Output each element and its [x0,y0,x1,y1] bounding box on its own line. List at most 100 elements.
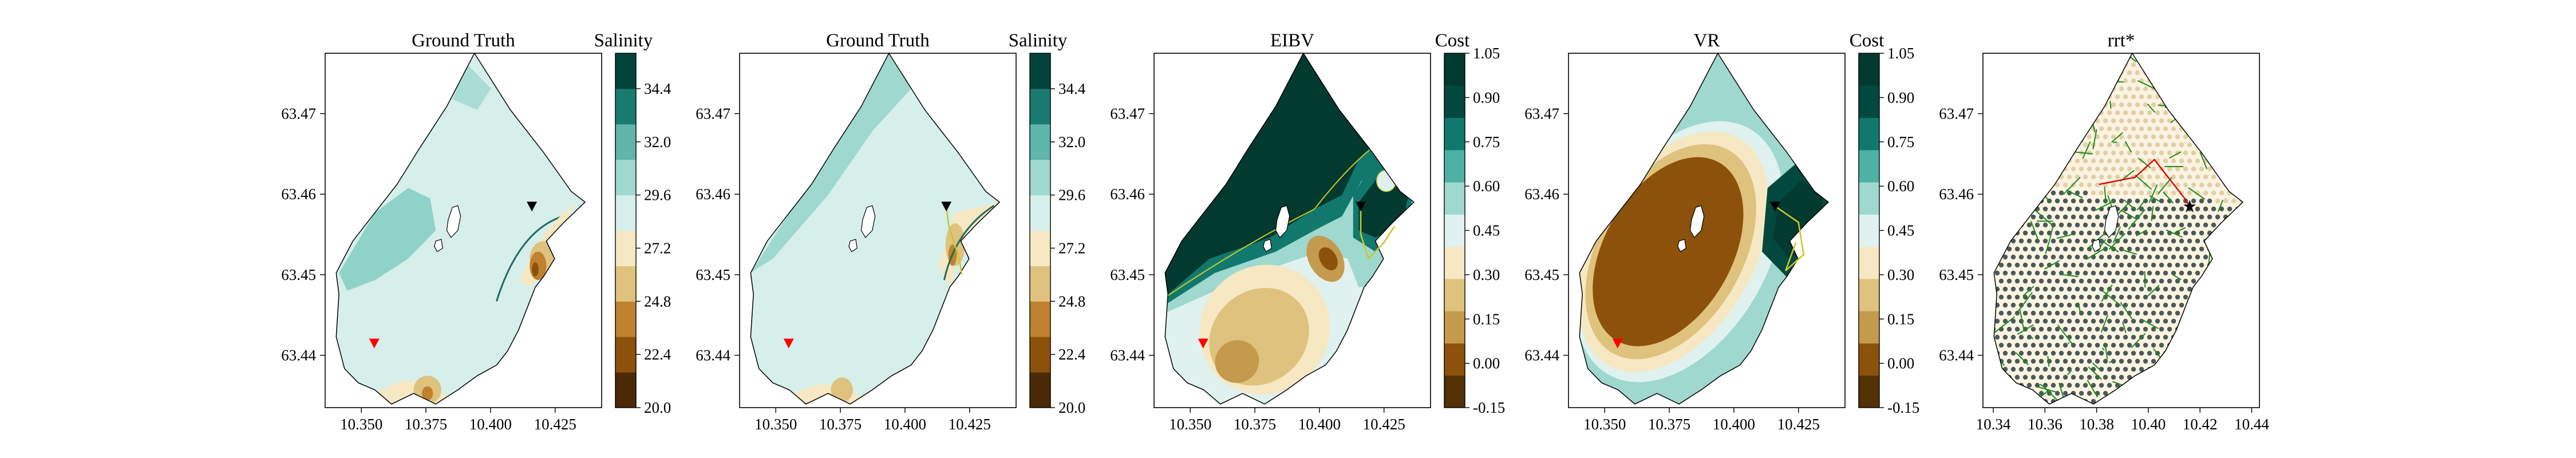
grid-node [2203,286,2208,292]
grid-node [2059,158,2064,164]
colorbar-band [1444,246,1465,279]
grid-node [2079,166,2084,172]
colorbar-label: Cost [1850,30,1884,51]
grid-node [2067,398,2072,404]
grid-node [2119,278,2124,284]
grid-node [2115,286,2120,292]
grid-node [2239,166,2243,172]
grid-node [1983,247,1988,251]
grid-node [2179,142,2184,148]
tree-edge [2223,291,2230,302]
grid-node [2211,62,2217,68]
grid-node [2139,190,2144,196]
grid-node [2199,214,2204,220]
grid-node [2050,382,2056,388]
colorbar-tick-label: 24.8 [1058,293,1085,310]
y-tick-label: 63.46 [1524,185,1559,203]
grid-node [2034,158,2040,164]
grid-node [2103,374,2108,380]
tree-edge [2157,382,2171,393]
grid-node [2151,310,2156,316]
grid-node [2243,223,2248,227]
grid-node [2243,191,2248,195]
grid-node [2247,215,2252,219]
tree-edge [2187,81,2202,102]
grid-node [2247,135,2252,139]
grid-node [2219,158,2225,164]
grid-node [2219,254,2225,260]
grid-node [2099,78,2104,84]
x-tick-label: 10.36 [2028,416,2063,433]
grid-node [2239,134,2243,140]
grid-node [2042,350,2048,356]
grid-node [2059,78,2064,84]
grid-node [2151,150,2156,156]
grid-node [2107,382,2112,388]
grid-node [2159,310,2164,316]
grid-node [2235,254,2241,260]
grid-node [2107,110,2112,116]
grid-node [2163,62,2168,68]
grid-node [2123,126,2128,132]
colorbar-frame [1029,53,1051,408]
grid-node [2079,198,2084,204]
grid-node [2131,334,2136,340]
grid-node [2099,238,2104,244]
colorbar-band [1859,182,1879,215]
cost-band [1215,340,1259,383]
grid-node [2099,350,2104,356]
grid-node [2183,262,2188,268]
plot-frame [1568,53,1846,408]
grid-node [2131,190,2136,196]
grid-node [2038,70,2044,76]
grid-node [1998,310,2004,316]
grid-node [2207,294,2212,300]
grid-node [2099,254,2104,260]
grid-node [2123,254,2128,260]
grid-node [2143,326,2148,332]
tree-edge [2098,93,2103,100]
grid-node [2038,182,2044,188]
grid-node [2010,110,2016,116]
grid-node [2059,302,2064,308]
colorbar-band [615,88,636,125]
colorbar-tick-label: 0.90 [1473,89,1500,106]
grid-node [2199,70,2204,76]
grid-node [2143,246,2148,252]
grid-node [2038,230,2044,236]
grid-node [2018,94,2024,100]
lake-outline [1993,52,2244,405]
colorbar-band [1444,53,1465,86]
island [1689,205,1705,238]
grid-node [2014,374,2020,380]
grid-node [2091,206,2096,212]
grid-node [2030,134,2036,140]
grid-node [2103,246,2108,252]
grid-node [2067,110,2072,116]
grid-node [2239,118,2243,124]
grid-node [2179,270,2184,276]
colorbar-tick-label: 0.60 [1887,177,1914,195]
grid-node [2063,118,2068,124]
grid-node [1987,351,1992,356]
grid-node [2251,335,2256,339]
grid-node [2199,166,2204,172]
grid-node [2111,54,2116,60]
grid-node [1983,70,1988,75]
grid-node [2083,126,2088,132]
grid-node [2063,182,2068,188]
grid-node [2075,238,2080,244]
tree-edge [2017,292,2033,312]
grid-node [2231,182,2237,188]
grid-node [2183,118,2188,124]
grid-node [1987,287,1992,291]
grid-node [2139,398,2144,404]
grid-node [2119,118,2124,124]
grid-node [2167,358,2172,364]
colorbar-band [1444,117,1465,151]
grid-node [2059,318,2064,324]
tree-edge [2154,361,2166,376]
colorbar-band [615,266,636,302]
grid-node [2175,374,2180,380]
grid-node [2227,110,2233,116]
